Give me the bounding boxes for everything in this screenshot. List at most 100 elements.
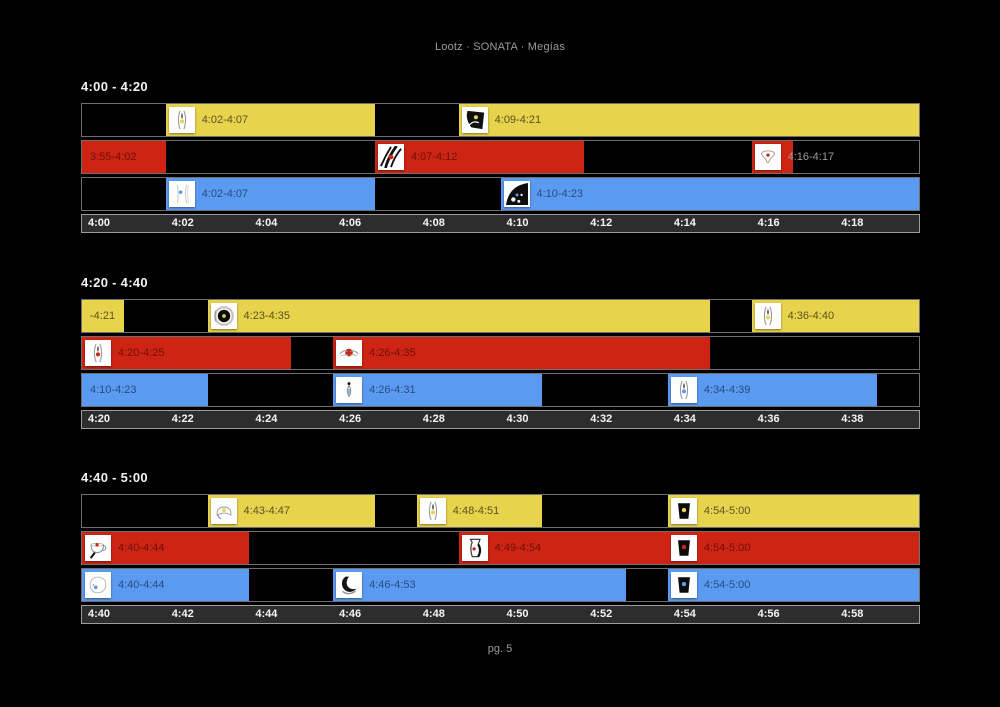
- axis-tick: 4:08: [422, 217, 445, 229]
- vlines-icon: [168, 181, 195, 207]
- jug-icon: [461, 535, 488, 561]
- segment-label: 4:10-4:23: [536, 188, 583, 200]
- blob-icon: [85, 572, 111, 598]
- drop-icon: [336, 377, 363, 403]
- axis-tick: 4:26: [339, 413, 362, 425]
- segment-label: 4:54-5:00: [703, 579, 751, 591]
- axis-tick: 4:22: [171, 413, 194, 425]
- cup-icon: [85, 535, 111, 561]
- axis-tick: 4:36: [757, 413, 780, 425]
- segment-label: 4:54-5:00: [703, 542, 751, 554]
- segment-label: -4:21: [90, 310, 116, 322]
- track-row-yellow: -4:21 4:23-4:35 4:36-4:40: [81, 299, 920, 333]
- track-row-yellow: 4:43-4:47 4:48-4:51 4:54-5:00: [81, 494, 920, 528]
- segment: 3:55-4:02: [82, 141, 166, 173]
- pod-icon: [419, 498, 446, 524]
- segment-label: 4:16-4:17: [787, 151, 835, 163]
- segment-label: 4:40-4:44: [118, 579, 165, 591]
- segment-label: 4:48-4:51: [452, 505, 500, 517]
- segment: 4:36-4:40: [751, 300, 919, 332]
- track-row-blue: 4:02-4:07 4:10-4:23: [81, 177, 920, 211]
- segment: 4:40-4:44: [82, 532, 250, 564]
- page-number: pg. 5: [487, 643, 513, 655]
- axis-tick: 4:10: [506, 217, 529, 229]
- axis-tick: 4:30: [506, 413, 529, 425]
- segment-label: 4:09-4:21: [494, 114, 542, 126]
- axis-tick: 4:14: [673, 217, 696, 229]
- time-axis: 4:20 4:22 4:24 4:26 4:28 4:30 4:32 4:34 4:36 4:38: [81, 410, 920, 429]
- axis-tick: 4:42: [171, 608, 194, 620]
- axis-tick: 4:50: [506, 608, 529, 620]
- segment: 4:26-4:35: [333, 337, 710, 369]
- segment: 4:10-4:23: [500, 178, 919, 210]
- segment-label: 4:34-4:39: [703, 384, 751, 396]
- axis-tick: 4:00: [88, 217, 111, 229]
- tooth-icon: [754, 144, 781, 170]
- segment-label: 4:54-5:00: [703, 505, 751, 517]
- axis-tick: 4:58: [841, 608, 864, 620]
- segment: 4:54-5:00: [667, 532, 919, 564]
- axis-tick: 4:56: [757, 608, 780, 620]
- segment-label: 4:49-4:54: [494, 542, 542, 554]
- segment-label: 4:07-4:12: [410, 151, 458, 163]
- axis-tick: 4:20: [88, 413, 111, 425]
- segment: 4:46-4:53: [333, 569, 627, 601]
- segment: 4:48-4:51: [416, 495, 543, 527]
- pod-icon: [168, 107, 195, 133]
- track-row-yellow: 4:02-4:07 4:09-4:21: [81, 103, 920, 137]
- timeline-panel: 4:43-4:47 4:48-4:51 4:54-5:00 4:40-4:44 4:49…: [81, 494, 920, 624]
- axis-tick: 4:18: [841, 217, 864, 229]
- axis-tick: 4:38: [841, 413, 864, 425]
- score-section: 4:20 - 4:40 -4:21 4:23-4:35 4:36-4:40 4:20-4…: [81, 275, 920, 429]
- segment: 4:20-4:25: [82, 337, 292, 369]
- track-row-red: 4:20-4:25 4:26-4:35: [81, 336, 920, 370]
- pod-icon: [754, 303, 781, 329]
- segment-label: 4:23-4:35: [243, 310, 291, 322]
- section-heading: 4:20 - 4:40: [81, 275, 148, 290]
- segment-label: 4:40-4:44: [118, 542, 165, 554]
- ribbon-icon: [377, 144, 404, 170]
- score-section: 4:40 - 5:00 4:43-4:47 4:48-4:51 4:54-5:00 4:…: [81, 470, 920, 624]
- segment: 4:34-4:39: [667, 374, 878, 406]
- segment: 4:23-4:35: [207, 300, 710, 332]
- segment-label: 4:20-4:25: [118, 347, 165, 359]
- track-row-blue: 4:40-4:44 4:46-4:53 4:54-5:00: [81, 568, 920, 602]
- axis-tick: 4:52: [590, 608, 613, 620]
- segment-label: 3:55-4:02: [90, 151, 137, 163]
- segment: 4:16-4:17: [751, 141, 834, 173]
- segment-label: 4:02-4:07: [201, 188, 249, 200]
- segment: 4:10-4:23: [82, 374, 208, 406]
- axis-tick: 4:46: [339, 608, 362, 620]
- segment: 4:43-4:47: [207, 495, 375, 527]
- segment-label: 4:10-4:23: [90, 384, 137, 396]
- time-axis: 4:40 4:42 4:44 4:46 4:48 4:50 4:52 4:54 4:56 4:58: [81, 605, 920, 624]
- segment: -4:21: [82, 300, 124, 332]
- trapezoid-icon: [670, 572, 697, 598]
- segment-label: 4:46-4:53: [369, 579, 416, 591]
- section-heading: 4:40 - 5:00: [81, 470, 148, 485]
- cap-icon: [210, 498, 237, 524]
- axis-tick: 4:04: [255, 217, 278, 229]
- segment-label: 4:36-4:40: [787, 310, 835, 322]
- quarterdisc-icon: [503, 181, 530, 207]
- trapezoid-icon: [670, 498, 697, 524]
- axis-tick: 4:40: [88, 608, 111, 620]
- segment-label: 4:43-4:47: [243, 505, 291, 517]
- hands-icon: [336, 340, 363, 366]
- timeline-panel: -4:21 4:23-4:35 4:36-4:40 4:20-4:25 4:26-4:3…: [81, 299, 920, 429]
- segment-label: 4:02-4:07: [201, 114, 249, 126]
- segment: 4:40-4:44: [82, 569, 250, 601]
- axis-tick: 4:34: [673, 413, 696, 425]
- axis-tick: 4:54: [673, 608, 696, 620]
- axis-tick: 4:28: [422, 413, 445, 425]
- time-axis: 4:00 4:02 4:04 4:06 4:08 4:10 4:12 4:14 4:16 4:18: [81, 214, 920, 233]
- axis-tick: 4:06: [339, 217, 362, 229]
- score-section: 4:00 - 4:20 4:02-4:07 4:09-4:21 3:55-4:02 4:…: [81, 79, 920, 233]
- segment: 4:26-4:31: [333, 374, 543, 406]
- axis-tick: 4:32: [590, 413, 613, 425]
- disc-icon: [210, 303, 237, 329]
- pod-icon: [670, 377, 697, 403]
- track-row-blue: 4:10-4:23 4:26-4:31 4:34-4:39: [81, 373, 920, 407]
- pod-icon: [85, 340, 111, 366]
